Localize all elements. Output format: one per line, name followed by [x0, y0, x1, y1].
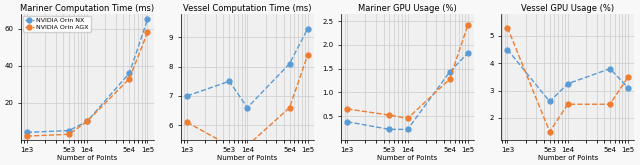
NVIDIA Orin NX [244, 107, 252, 109]
Line: NVIDIA Orin AGX: NVIDIA Orin AGX [505, 25, 630, 134]
NVIDIA Orin AGX [143, 32, 151, 33]
NVIDIA Orin NX [446, 71, 454, 73]
NVIDIA Orin AGX [446, 78, 454, 80]
NVIDIA Orin AGX [65, 133, 73, 135]
NVIDIA Orin AGX [504, 27, 511, 29]
Line: NVIDIA Orin NX: NVIDIA Orin NX [24, 17, 150, 135]
NVIDIA Orin NX [564, 83, 572, 85]
NVIDIA Orin AGX [624, 76, 632, 78]
NVIDIA Orin NX [225, 80, 233, 82]
X-axis label: Number of Points: Number of Points [378, 155, 438, 161]
NVIDIA Orin AGX [546, 131, 554, 133]
NVIDIA Orin NX [404, 128, 412, 130]
NVIDIA Orin AGX [404, 117, 412, 119]
X-axis label: Number of Points: Number of Points [57, 155, 117, 161]
NVIDIA Orin NX [464, 52, 472, 54]
NVIDIA Orin NX [143, 18, 151, 20]
Line: NVIDIA Orin NX: NVIDIA Orin NX [184, 26, 310, 110]
NVIDIA Orin AGX [344, 108, 351, 110]
NVIDIA Orin AGX [23, 135, 31, 137]
Title: Vessel Computation Time (ms): Vessel Computation Time (ms) [183, 4, 312, 13]
NVIDIA Orin AGX [464, 24, 472, 26]
Line: NVIDIA Orin NX: NVIDIA Orin NX [505, 47, 630, 104]
NVIDIA Orin AGX [304, 54, 312, 56]
NVIDIA Orin NX [65, 130, 73, 132]
Title: Mariner Computation Time (ms): Mariner Computation Time (ms) [20, 4, 154, 13]
NVIDIA Orin NX [304, 28, 312, 30]
NVIDIA Orin NX [285, 63, 293, 65]
Line: NVIDIA Orin NX: NVIDIA Orin NX [345, 50, 470, 132]
X-axis label: Number of Points: Number of Points [538, 155, 598, 161]
Title: Mariner GPU Usage (%): Mariner GPU Usage (%) [358, 4, 457, 13]
Line: NVIDIA Orin AGX: NVIDIA Orin AGX [345, 22, 470, 121]
NVIDIA Orin NX [23, 131, 31, 133]
NVIDIA Orin AGX [125, 78, 133, 80]
NVIDIA Orin NX [504, 49, 511, 50]
NVIDIA Orin AGX [564, 103, 572, 105]
NVIDIA Orin AGX [83, 120, 91, 122]
NVIDIA Orin NX [546, 100, 554, 102]
NVIDIA Orin NX [606, 68, 614, 70]
NVIDIA Orin NX [624, 87, 632, 89]
NVIDIA Orin NX [83, 120, 91, 122]
X-axis label: Number of Points: Number of Points [217, 155, 278, 161]
NVIDIA Orin AGX [225, 145, 233, 147]
NVIDIA Orin AGX [183, 121, 191, 123]
Line: NVIDIA Orin AGX: NVIDIA Orin AGX [24, 30, 150, 139]
NVIDIA Orin AGX [606, 103, 614, 105]
Title: Vessel GPU Usage (%): Vessel GPU Usage (%) [521, 4, 614, 13]
NVIDIA Orin AGX [244, 145, 252, 147]
Legend: NVIDIA Orin NX, NVIDIA Orin AGX: NVIDIA Orin NX, NVIDIA Orin AGX [22, 16, 91, 32]
NVIDIA Orin AGX [385, 114, 393, 116]
NVIDIA Orin NX [344, 121, 351, 123]
Line: NVIDIA Orin AGX: NVIDIA Orin AGX [184, 52, 310, 148]
NVIDIA Orin NX [125, 72, 133, 74]
NVIDIA Orin AGX [285, 107, 293, 109]
NVIDIA Orin NX [183, 95, 191, 97]
NVIDIA Orin NX [385, 128, 393, 130]
